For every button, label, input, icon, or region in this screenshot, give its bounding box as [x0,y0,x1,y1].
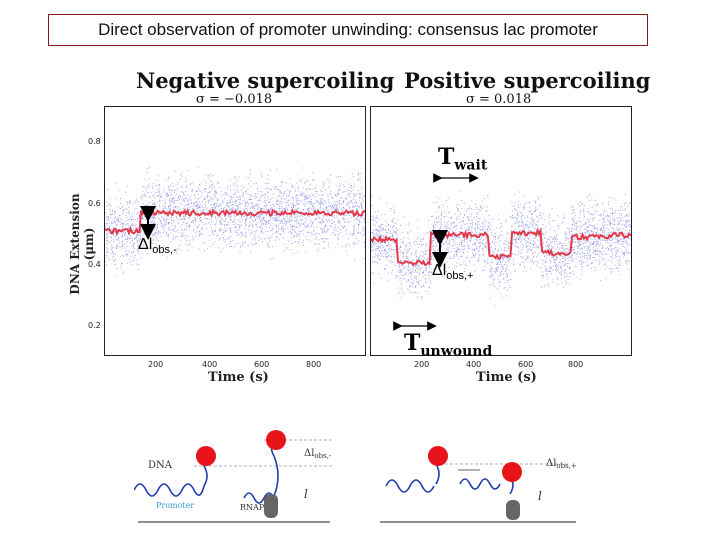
bead-icon-4 [502,462,522,482]
left-x-axis-label: Time (s) [208,370,269,385]
ytick-0.4: 0.4 [88,260,101,269]
t-wait-label: Twait [438,144,487,173]
right-trace-svg [371,188,631,306]
delta-l-plus-sub: obs,+ [446,270,474,283]
xtick-left-800: 800 [306,360,322,369]
xtick-left-600: 600 [254,360,270,369]
right-trace-panel [370,106,632,356]
dl-right-main: Δl [546,458,556,469]
left-plot-title: Negative supercoiling [136,68,395,93]
dl-left-main: Δl [304,448,314,459]
t-wait-sub: wait [454,157,488,174]
rnap-icon-2 [506,500,520,520]
dna-coil-icon-2 [243,492,275,504]
t-unwound-main: T [404,330,421,356]
ytick-0.2: 0.2 [88,321,101,330]
xtick-right-600: 600 [518,360,534,369]
bead-icon-2 [266,430,286,450]
xtick-right-800: 800 [568,360,584,369]
delta-l-minus-sub: obs,- [152,244,177,257]
rnap-icon [264,494,278,518]
dna-coil-icon [134,483,205,497]
right-plot-title: Positive supercoiling [404,68,651,93]
bead-icon [196,446,216,466]
t-wait-main: T [438,144,455,170]
delta-l-minus-main: Δl [138,236,153,253]
filtered-trace [371,227,631,267]
rnap-label: RNAP [240,503,265,512]
t-unwound-sub: unwound [420,343,493,360]
dna-coil-icon-3 [385,479,435,493]
slide-title: Direct observation of promoter unwinding… [48,14,648,46]
bead-icon-3 [428,446,448,466]
left-trace-panel [104,106,366,356]
right-sigma: σ = 0.018 [466,92,532,107]
xtick-left-200: 200 [148,360,164,369]
dl-left-sub: obs,- [314,452,332,460]
ytick-0.8: 0.8 [88,137,101,146]
dna-label: DNA [148,460,173,471]
dl-left-label: Δlobs,- [304,448,332,460]
dna-coil-icon-4 [459,478,501,490]
xtick-left-400: 400 [202,360,218,369]
l-label-left: l [304,487,308,501]
delta-l-obs-minus: Δlobs,- [138,236,177,256]
ytick-0.6: 0.6 [88,199,101,208]
left-sigma: σ = −0.018 [196,92,273,107]
right-x-axis-label: Time (s) [476,370,537,385]
dl-right-sub: obs,+ [556,462,577,470]
l-label-right: l [538,489,542,503]
xtick-right-200: 200 [414,360,430,369]
t-unwound-label: Tunwound [404,330,492,359]
negative-supercoil-diagram: DNA Promoter RNAP Δlobs,- l [134,430,334,523]
promoter-label: Promoter [156,501,194,510]
positive-supercoil-diagram: Δlobs,+ l [380,446,577,523]
xtick-right-400: 400 [466,360,482,369]
dl-right-label: Δlobs,+ [546,458,577,470]
